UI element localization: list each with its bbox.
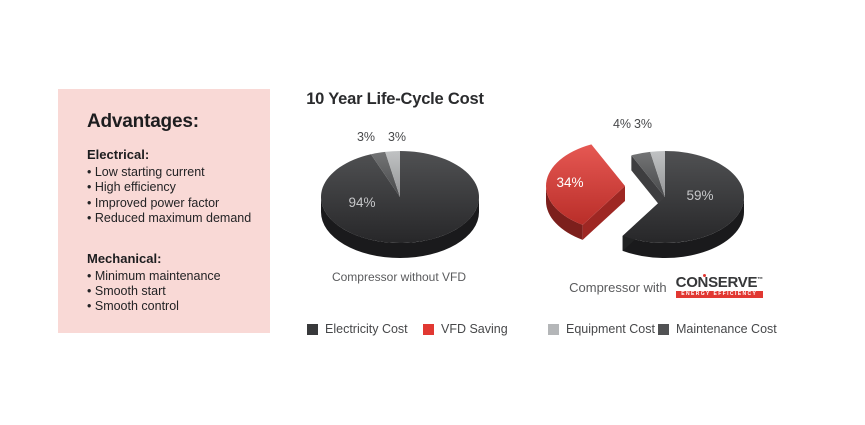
pie-slice-side: [546, 186, 583, 240]
brand-dot-icon: [702, 274, 706, 277]
legend-item-vfd-saving: VFD Saving: [423, 322, 508, 336]
mechanical-section: Mechanical: Minimum maintenance Smooth s…: [87, 251, 254, 315]
pie-slice-vfd-saving: [546, 144, 625, 225]
pie-slice-face: [582, 186, 625, 240]
pie-value-label: 94%: [348, 195, 375, 210]
advantage-item: Low starting current: [87, 165, 254, 180]
caption-without-vfd: Compressor without VFD: [331, 270, 467, 284]
advantage-item: High efficiency: [87, 180, 254, 195]
brand-tagline: ENERGY EFFICIENCY: [681, 291, 758, 297]
legend-label: Equipment Cost: [566, 322, 655, 336]
advantages-panel: Advantages: Electrical: Low starting cur…: [58, 89, 270, 333]
electrical-list: Low starting current High efficiency Imp…: [87, 165, 254, 227]
legend-item-maintenance: Maintenance Cost: [658, 322, 777, 336]
pie-slice-maintenance-cost: [631, 151, 665, 197]
panel-title: Advantages:: [87, 111, 199, 132]
legend-swatch-maintenance: [658, 323, 669, 335]
conserve-logo: CONSERVE™ ENERGY EFFICIENCY: [675, 274, 763, 298]
legend-item-equipment: Equipment Cost: [548, 322, 655, 336]
advantage-item: Reduced maximum demand: [87, 211, 254, 226]
legend-label: VFD Saving: [441, 322, 508, 336]
pie-value-label: 34%: [556, 175, 583, 190]
pie-value-label: 3%: [357, 130, 375, 144]
advantage-item: Smooth control: [87, 299, 254, 314]
pie-slice-electricity-cost: [622, 151, 744, 243]
conserve-wordmark: CONSERVE: [675, 274, 758, 291]
advantage-item: Minimum maintenance: [87, 269, 254, 284]
pie-slice-maintenance-cost: [370, 151, 400, 197]
advantage-item: Improved power factor: [87, 196, 254, 211]
legend-swatch-equipment: [548, 323, 559, 335]
mechanical-heading: Mechanical:: [87, 250, 162, 266]
legend-label: Maintenance Cost: [676, 322, 777, 336]
electrical-section: Electrical: Low starting current High ef…: [87, 147, 254, 227]
pie-value-label: 3%: [634, 117, 652, 131]
legend-item-electricity: Electricity Cost: [307, 322, 408, 336]
pie-slice-equipment-cost: [385, 151, 400, 197]
advantage-item: Smooth start: [87, 284, 254, 299]
pie-value-label: 4%: [613, 117, 631, 131]
pie-slice-equipment-cost: [650, 151, 665, 197]
conserve-wordmark-row: CONSERVE™: [675, 274, 763, 291]
pie-slice-side: [622, 197, 744, 258]
legend-swatch-vfd-saving: [423, 323, 434, 335]
pie-value-label: 3%: [388, 130, 406, 144]
legend-label: Electricity Cost: [325, 322, 408, 336]
caption-with-conserve: Compressor with CONSERVE™ ENERGY EFFICIE…: [530, 274, 802, 298]
caption-with-prefix: Compressor with: [569, 279, 667, 295]
legend-swatch-electricity: [307, 323, 318, 335]
pie-slice-face: [631, 155, 665, 212]
electrical-heading: Electrical:: [87, 147, 150, 162]
brand-tagline-bar: ENERGY EFFICIENCY: [675, 291, 763, 298]
chart-title: 10 Year Life-Cycle Cost: [306, 90, 484, 108]
pie-slice-side: [321, 197, 479, 258]
pie-value-label: 59%: [686, 188, 713, 203]
trademark-symbol: ™: [757, 277, 763, 283]
mechanical-list: Minimum maintenance Smooth start Smooth …: [87, 269, 254, 315]
